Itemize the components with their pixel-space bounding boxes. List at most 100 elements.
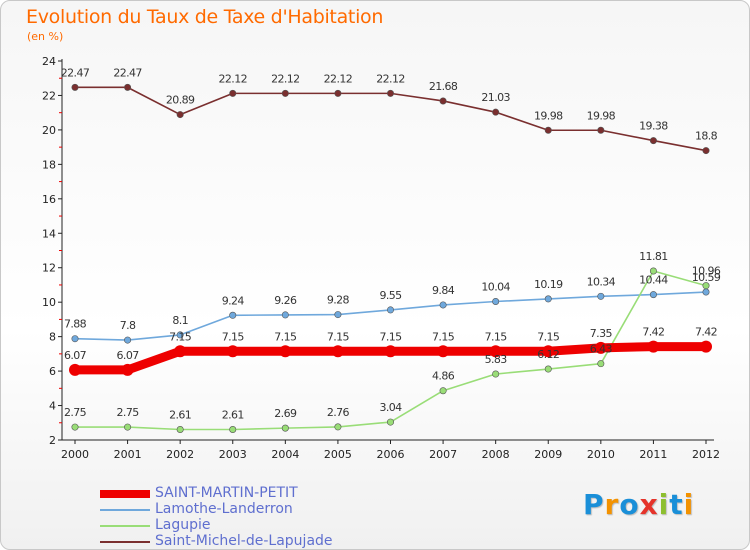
data-point — [229, 311, 237, 319]
data-point — [386, 306, 394, 314]
data-point — [492, 108, 500, 116]
data-point — [439, 97, 447, 105]
data-label: 2.61 — [169, 408, 191, 421]
data-point — [331, 345, 344, 358]
data-label: 6.07 — [117, 349, 140, 362]
data-point — [334, 311, 342, 319]
data-point — [439, 387, 447, 395]
x-tick-label: 2012 — [692, 448, 720, 461]
y-tick-label: 12 — [42, 262, 56, 275]
data-point — [281, 424, 289, 432]
data-point — [386, 418, 394, 426]
data-point — [594, 341, 607, 354]
data-label: 19.98 — [587, 109, 616, 122]
data-point — [492, 297, 500, 305]
data-point — [176, 331, 184, 339]
data-label: 2.75 — [117, 406, 140, 419]
data-label: 7.42 — [695, 326, 717, 339]
y-tick-label: 24 — [42, 55, 56, 68]
data-label: 2.61 — [222, 408, 244, 421]
y-tick-label: 10 — [42, 296, 56, 309]
x-tick-label: 2001 — [114, 448, 142, 461]
chart-title: Evolution du Taux de Taxe d'Habitation — [26, 6, 384, 28]
x-tick-label: 2002 — [166, 448, 194, 461]
data-point — [279, 345, 292, 358]
y-tick-label: 4 — [49, 400, 56, 413]
data-point — [71, 423, 79, 431]
data-point — [544, 126, 552, 134]
data-point — [281, 311, 289, 319]
logo-letter: t — [669, 488, 684, 521]
legend-swatch — [100, 525, 150, 527]
data-point — [702, 282, 710, 290]
data-label: 6.07 — [64, 349, 87, 362]
data-label: 7.15 — [274, 330, 297, 343]
data-label: 21.68 — [429, 80, 458, 93]
legend-label: Saint-Michel-de-Lapujade — [155, 533, 333, 549]
data-point — [176, 111, 184, 119]
data-label: 22.12 — [271, 72, 300, 85]
data-point — [121, 363, 134, 376]
data-point — [334, 89, 342, 97]
data-label: 22.12 — [376, 72, 405, 85]
data-point — [176, 425, 184, 433]
data-label: 7.15 — [169, 330, 192, 343]
legend-swatch — [100, 541, 150, 543]
data-point — [124, 336, 132, 344]
data-label: 10.19 — [534, 278, 563, 291]
data-point — [702, 288, 710, 296]
proxiti-logo: Proxiti — [583, 488, 694, 521]
data-label: 6.43 — [590, 343, 613, 356]
data-point — [647, 340, 660, 353]
data-label: 7.15 — [327, 330, 350, 343]
legend-swatch — [100, 490, 150, 498]
data-point — [124, 83, 132, 91]
legend-label: Lagupie — [155, 517, 211, 533]
y-tick-label: 6 — [49, 365, 56, 378]
data-label: 3.04 — [379, 401, 402, 414]
logo-letter: P — [583, 488, 605, 521]
data-label: 9.24 — [222, 294, 245, 307]
data-point — [489, 345, 502, 358]
data-point — [544, 295, 552, 303]
data-label: 22.12 — [219, 72, 248, 85]
x-tick-label: 2003 — [219, 448, 247, 461]
y-tick-label: 16 — [42, 193, 56, 206]
data-point — [700, 340, 712, 353]
data-label: 7.15 — [379, 330, 402, 343]
data-point — [226, 345, 239, 358]
data-point — [649, 267, 657, 275]
data-label: 10.96 — [692, 265, 721, 278]
data-point — [229, 425, 237, 433]
data-point — [702, 147, 710, 155]
data-point — [71, 83, 79, 91]
y-tick-label: 20 — [42, 124, 56, 137]
data-label: 5.83 — [485, 353, 508, 366]
data-label: 9.26 — [274, 294, 297, 307]
x-tick-label: 2008 — [482, 448, 510, 461]
data-label: 7.15 — [222, 330, 245, 343]
x-tick-label: 2011 — [639, 448, 667, 461]
data-point — [437, 345, 450, 358]
data-label: 21.03 — [481, 91, 510, 104]
y-tick-label: 8 — [49, 331, 56, 344]
data-label: 18.8 — [695, 130, 718, 143]
data-label: 11.81 — [639, 250, 668, 263]
x-tick-label: 2009 — [534, 448, 562, 461]
x-tick-label: 2004 — [271, 448, 299, 461]
data-label: 7.15 — [432, 330, 455, 343]
data-point — [71, 335, 79, 343]
legend-label: SAINT-MARTIN-PETIT — [155, 485, 298, 501]
data-point — [384, 345, 397, 358]
data-point — [229, 89, 237, 97]
data-label: 7.35 — [590, 327, 613, 340]
chart-unit: (en %) — [27, 30, 64, 43]
data-point — [174, 345, 187, 358]
data-label: 2.75 — [64, 406, 87, 419]
x-tick-label: 2005 — [324, 448, 352, 461]
data-label: 9.55 — [379, 289, 402, 302]
legend-swatch — [100, 509, 150, 511]
data-label: 9.28 — [327, 294, 350, 307]
data-label: 7.15 — [485, 330, 508, 343]
